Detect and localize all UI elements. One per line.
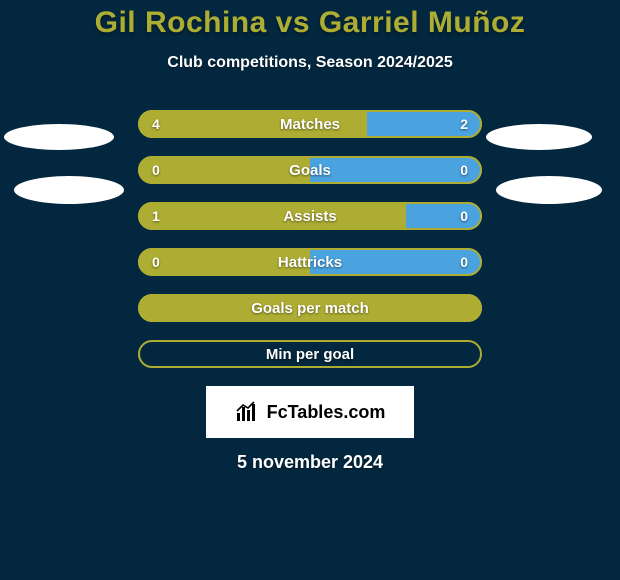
bar-right (406, 202, 482, 230)
placeholder-ellipse (14, 176, 124, 204)
bar-right (310, 248, 482, 276)
date-label: 5 november 2024 (0, 452, 620, 473)
bar-left (138, 202, 406, 230)
stat-row: 00Hattricks (138, 248, 482, 276)
row-outline (138, 340, 482, 368)
bar-left (138, 248, 310, 276)
chart-icon (235, 401, 261, 423)
page-title: Gil Rochina vs Garriel Muñoz (0, 0, 620, 40)
bar-left (138, 156, 310, 184)
placeholder-ellipse (496, 176, 602, 204)
subtitle: Club competitions, Season 2024/2025 (0, 54, 620, 72)
stat-row: 42Matches (138, 110, 482, 138)
stat-label: Min per goal (138, 340, 482, 368)
logo-text: FcTables.com (267, 402, 386, 423)
logo-box: FcTables.com (206, 386, 414, 438)
stat-row: 10Assists (138, 202, 482, 230)
stat-row: 00Goals (138, 156, 482, 184)
placeholder-ellipse (486, 124, 592, 150)
stat-row: Goals per match (138, 294, 482, 322)
comparison-infographic: Gil Rochina vs Garriel Muñoz Club compet… (0, 0, 620, 580)
stat-row: Min per goal (138, 340, 482, 368)
bar-left (138, 110, 367, 138)
bar-right (310, 156, 482, 184)
bar-right (367, 110, 482, 138)
placeholder-ellipse (4, 124, 114, 150)
bar-left (138, 294, 482, 322)
